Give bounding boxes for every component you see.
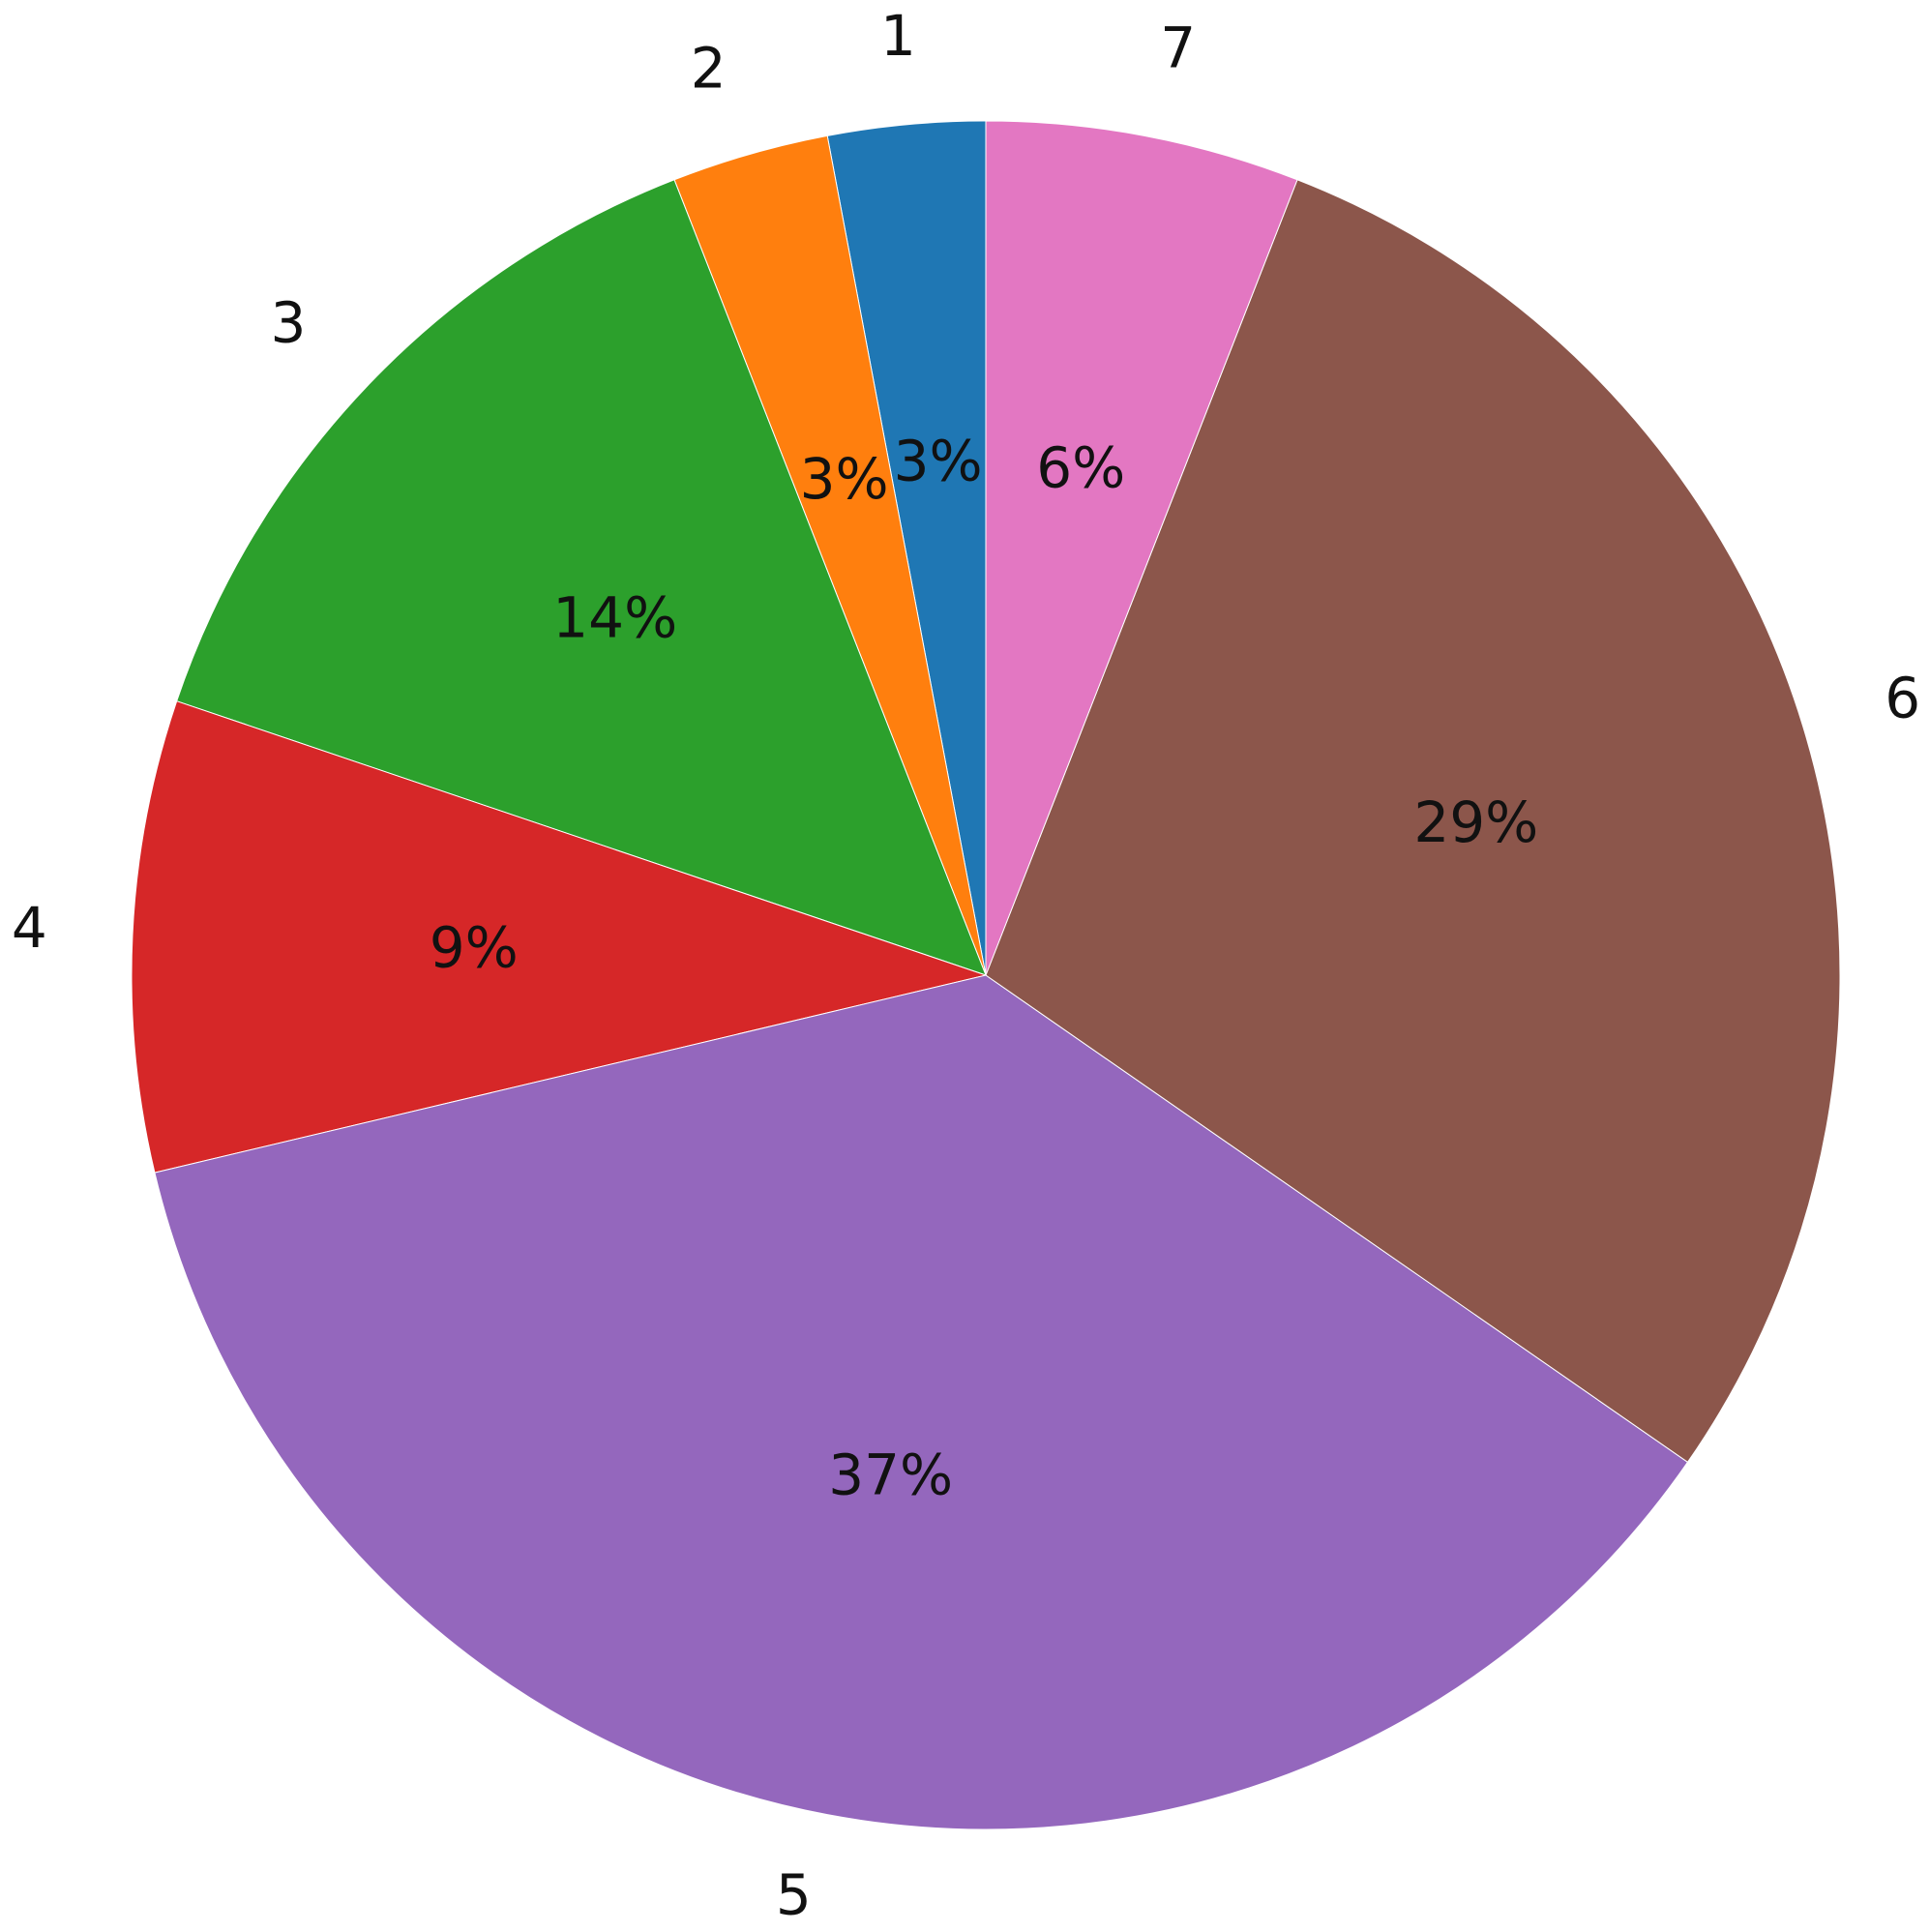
pie-slice: [985, 179, 1841, 1464]
pie-slice: [131, 700, 988, 1174]
pie-slice: [176, 179, 987, 976]
value-label: 29%: [1413, 789, 1538, 855]
slice-label: 2: [691, 36, 727, 102]
value-label: 37%: [828, 1442, 953, 1508]
value-label: 6%: [1036, 435, 1125, 501]
value-label: 9%: [430, 914, 519, 980]
pie-slice: [154, 974, 1689, 1830]
pie-slice: [985, 120, 1298, 976]
value-label: 14%: [552, 584, 677, 650]
slice-label: 3: [270, 290, 306, 356]
value-label: 3%: [894, 429, 983, 494]
slice-label: 7: [1160, 15, 1196, 81]
slice-label: 1: [880, 3, 916, 69]
value-label: 3%: [800, 446, 889, 512]
slice-label: 4: [12, 895, 47, 961]
slice-label: 5: [776, 1862, 812, 1928]
slice-label: 6: [1885, 665, 1920, 730]
